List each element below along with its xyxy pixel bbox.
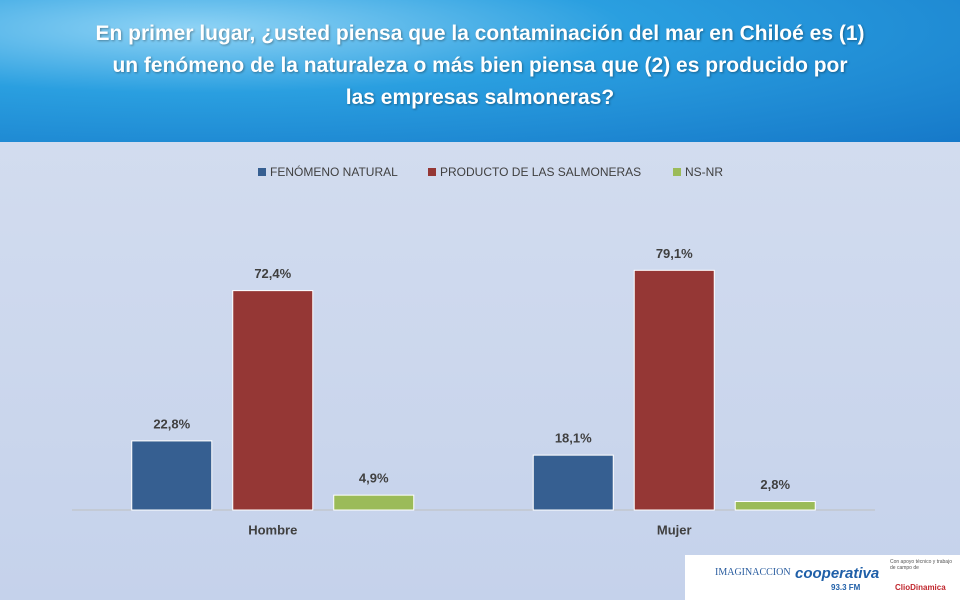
logos: IMAGINACCION cooperativa 93.3 FM Con apo…	[685, 555, 960, 600]
bar	[333, 494, 415, 511]
data-label: 22,8%	[153, 416, 190, 431]
x-tick-label: Mujer	[657, 522, 692, 537]
legend-swatch	[428, 168, 436, 176]
bar	[633, 269, 715, 511]
legend-label: NS-NR	[685, 165, 723, 179]
banner	[0, 0, 960, 142]
bar	[131, 440, 213, 511]
data-label: 2,8%	[760, 477, 790, 492]
logo-text: ClioDinamica	[895, 583, 946, 592]
logo-text: IMAGINACCION	[715, 567, 791, 578]
legend-swatch	[673, 168, 681, 176]
logo-text: cooperativa	[795, 565, 880, 582]
bar	[232, 290, 314, 511]
chart-title: En primer lugar, ¿usted piensa que la co…	[95, 22, 865, 109]
x-tick-label: Hombre	[248, 522, 297, 537]
legend-label: FENÓMENO NATURAL	[270, 164, 398, 179]
legend-swatch	[258, 168, 266, 176]
data-label: 4,9%	[359, 471, 389, 486]
bar	[532, 454, 614, 511]
data-label: 72,4%	[254, 266, 291, 281]
data-label: 79,1%	[656, 246, 693, 261]
logo-text: Con apoyo técnico y trabajo de campo de	[890, 559, 952, 571]
legend-label: PRODUCTO DE LAS SALMONERAS	[440, 165, 641, 179]
logo-text: 93.3 FM	[831, 583, 861, 592]
data-label: 18,1%	[555, 431, 592, 446]
bar	[734, 501, 816, 511]
